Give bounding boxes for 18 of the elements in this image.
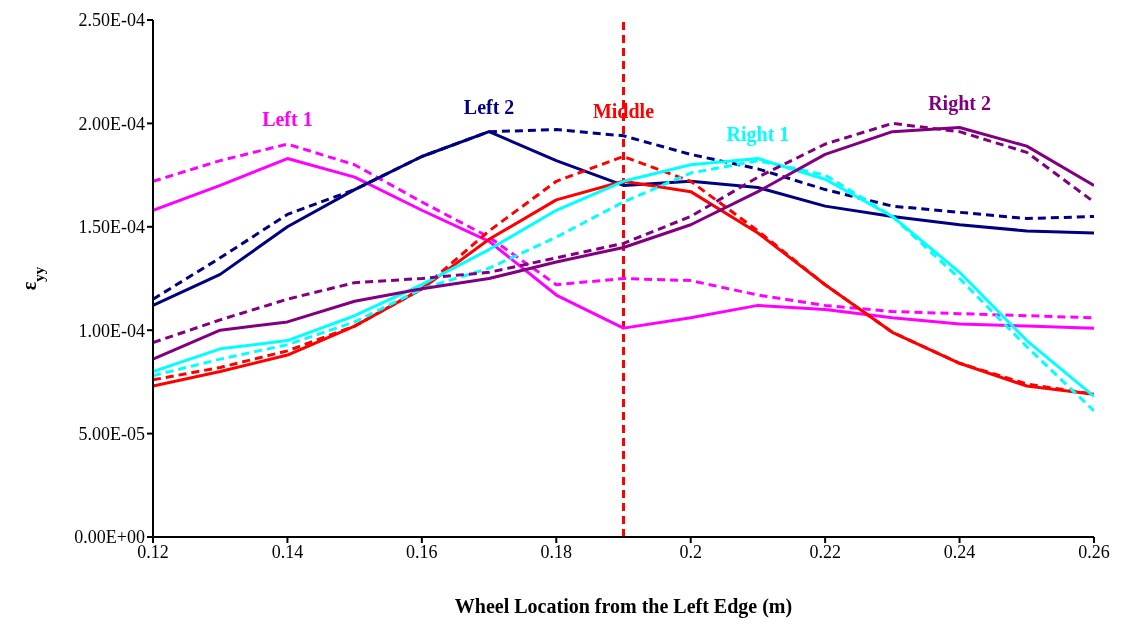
y-tick-label: 1.00E-04 (78, 320, 145, 341)
y-tick-label: 5.00E-05 (78, 423, 145, 444)
x-axis-title: Wheel Location from the Left Edge (m) (454, 595, 793, 618)
x-tick-label: 0.24 (943, 541, 976, 562)
y-tick-label: 1.50E-04 (78, 217, 145, 238)
y-tick-label: 2.00E-04 (78, 113, 145, 134)
x-tick-label: 0.22 (809, 541, 841, 562)
x-tick-label: 0.16 (406, 541, 438, 562)
x-tick-label: 0.18 (540, 541, 573, 562)
series-label: Right 2 (928, 91, 991, 115)
series-label: Left 2 (463, 95, 515, 118)
x-tick-label: 0.2 (679, 541, 702, 562)
x-tick-label: 0.14 (271, 541, 304, 562)
x-tick-label: 0.26 (1078, 541, 1110, 562)
y-tick-label: 2.50E-04 (78, 10, 145, 31)
text: Middle (592, 100, 655, 123)
series-label: Right 1 (726, 122, 790, 146)
series-label: Left 1 (262, 108, 313, 131)
